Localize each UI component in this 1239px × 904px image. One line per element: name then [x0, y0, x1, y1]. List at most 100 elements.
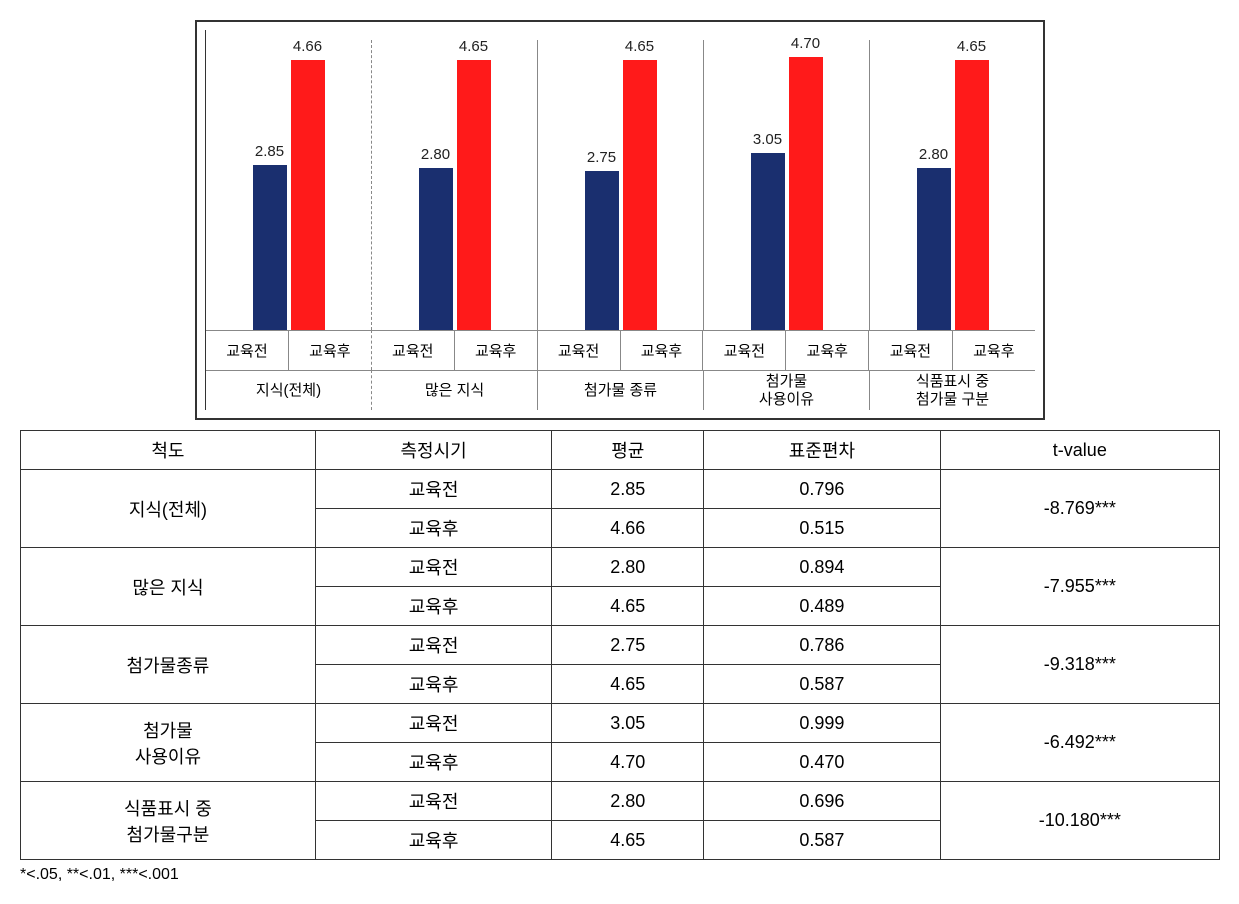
- table-header-cell: 표준편차: [704, 431, 940, 470]
- axis-series-sublabel: 교육후: [621, 330, 704, 370]
- table-cell: 4.66: [552, 509, 704, 548]
- axis-category-label: 식품표시 중첨가물 구분: [870, 370, 1035, 410]
- table-cell: 교육전: [315, 548, 551, 587]
- bar-value-label: 4.65: [625, 38, 654, 55]
- axis-series-sublabel: 교육전: [703, 330, 786, 370]
- table-cell: 2.85: [552, 470, 704, 509]
- bar-before: 2.80: [917, 168, 951, 330]
- bar-value-label: 3.05: [753, 131, 782, 148]
- table-cell: 2.75: [552, 626, 704, 665]
- bar-before: 2.85: [253, 165, 287, 330]
- axis-category-label: 많은 지식: [372, 370, 538, 410]
- axis-series-cell: 교육전교육후: [869, 330, 1035, 370]
- table-cell: 교육후: [315, 587, 551, 626]
- table-cell: 교육전: [315, 626, 551, 665]
- table-cell-tvalue: -7.955***: [940, 548, 1219, 626]
- table-row: 많은 지식교육전2.800.894-7.955***: [21, 548, 1220, 587]
- table-cell: 4.65: [552, 587, 704, 626]
- table-cell: 4.65: [552, 665, 704, 704]
- bar-pair: 2.804.65: [419, 60, 491, 330]
- table-cell: 0.796: [704, 470, 940, 509]
- bar-before: 2.80: [419, 168, 453, 330]
- chart-frame: 2.854.662.804.652.754.653.054.702.804.65…: [205, 30, 1035, 410]
- table-row: 식품표시 중첨가물구분교육전2.800.696-10.180***: [21, 782, 1220, 821]
- axis-series-sublabel: 교육전: [538, 330, 621, 370]
- chart-group: 3.05 4.70: [704, 40, 870, 330]
- table-cell: 4.70: [552, 743, 704, 782]
- axis-series-sublabel: 교육전: [206, 330, 289, 370]
- axis-series-sublabel: 교육후: [786, 330, 869, 370]
- table-cell: 교육후: [315, 509, 551, 548]
- table-cell-tvalue: -10.180***: [940, 782, 1219, 860]
- table-header-cell: 척도: [21, 431, 316, 470]
- chart-axis-row-category: 지식(전체)많은 지식첨가물 종류첨가물사용이유식품표시 중첨가물 구분: [206, 370, 1035, 410]
- bar-pair: 3.05 4.70: [751, 57, 823, 330]
- table-cell: 교육후: [315, 821, 551, 860]
- bar-value-label: 2.75: [587, 149, 616, 166]
- axis-category-label: 지식(전체): [206, 370, 372, 410]
- chart-axis-row-series: 교육전교육후교육전교육후교육전교육후교육전교육후교육전교육후: [206, 330, 1035, 370]
- table-cell: 교육후: [315, 743, 551, 782]
- table-cell: 0.696: [704, 782, 940, 821]
- bar-after: 4.70: [789, 57, 823, 330]
- bar-pair: 2.854.66: [253, 60, 325, 330]
- bar-before: 2.75: [585, 171, 619, 331]
- figure-container: 2.854.662.804.652.754.653.054.702.804.65…: [20, 20, 1220, 884]
- table-cell-tvalue: -6.492***: [940, 704, 1219, 782]
- table-cell-scale: 첨가물종류: [21, 626, 316, 704]
- bar-after: 4.65: [955, 60, 989, 330]
- axis-series-sublabel: 교육후: [455, 330, 538, 370]
- table-cell: 교육전: [315, 782, 551, 821]
- axis-series-cell: 교육전교육후: [206, 330, 372, 370]
- axis-series-sublabel: 교육전: [869, 330, 952, 370]
- table-cell: 0.489: [704, 587, 940, 626]
- table-cell: 0.515: [704, 509, 940, 548]
- axis-series-sublabel: 교육후: [289, 330, 372, 370]
- table-cell: 교육전: [315, 470, 551, 509]
- table-header-cell: 측정시기: [315, 431, 551, 470]
- table-cell: 0.786: [704, 626, 940, 665]
- table-cell-tvalue: -9.318***: [940, 626, 1219, 704]
- axis-series-cell: 교육전교육후: [372, 330, 538, 370]
- table-cell: 0.999: [704, 704, 940, 743]
- bar-value-label: 4.65: [957, 38, 986, 55]
- axis-series-cell: 교육전교육후: [703, 330, 869, 370]
- chart-plot-area: 2.854.662.804.652.754.653.054.702.804.65: [206, 40, 1035, 330]
- table-row: 지식(전체)교육전2.850.796-8.769***: [21, 470, 1220, 509]
- axis-category-label: 첨가물사용이유: [704, 370, 870, 410]
- bar-after: 4.66: [291, 60, 325, 330]
- table-cell: 0.894: [704, 548, 940, 587]
- chart-group: 2.854.66: [206, 40, 372, 330]
- table-cell: 0.587: [704, 821, 940, 860]
- bar-value-label: 4.70: [791, 35, 820, 52]
- table-cell: 교육후: [315, 665, 551, 704]
- table-header-row: 척도측정시기평균표준편차t-value: [21, 431, 1220, 470]
- axis-category-label: 첨가물 종류: [538, 370, 704, 410]
- table-cell: 4.65: [552, 821, 704, 860]
- table-cell-scale: 식품표시 중첨가물구분: [21, 782, 316, 860]
- table-cell: 2.80: [552, 548, 704, 587]
- stats-table: 척도측정시기평균표준편차t-value 지식(전체)교육전2.850.796-8…: [20, 430, 1220, 860]
- table-cell: 3.05: [552, 704, 704, 743]
- bar-value-label: 2.80: [919, 146, 948, 163]
- table-cell-scale: 지식(전체): [21, 470, 316, 548]
- table-header-cell: t-value: [940, 431, 1219, 470]
- chart-outer-frame: 2.854.662.804.652.754.653.054.702.804.65…: [195, 20, 1045, 420]
- bar-value-label: 4.66: [293, 38, 322, 55]
- chart-group: 2.804.65: [870, 40, 1035, 330]
- bar-after: 4.65: [457, 60, 491, 330]
- chart-group: 2.804.65: [372, 40, 538, 330]
- table-cell-tvalue: -8.769***: [940, 470, 1219, 548]
- bar-value-label: 4.65: [459, 38, 488, 55]
- bar-value-label: 2.85: [255, 143, 284, 160]
- bar-pair: 2.804.65: [917, 60, 989, 330]
- table-cell: 0.587: [704, 665, 940, 704]
- table-cell-scale: 첨가물사용이유: [21, 704, 316, 782]
- table-row: 첨가물사용이유교육전3.050.999-6.492***: [21, 704, 1220, 743]
- axis-series-cell: 교육전교육후: [538, 330, 704, 370]
- bar-after: 4.65: [623, 60, 657, 330]
- table-cell: 교육전: [315, 704, 551, 743]
- table-body: 지식(전체)교육전2.850.796-8.769***교육후4.660.515많…: [21, 470, 1220, 860]
- bar-pair: 2.754.65: [585, 60, 657, 330]
- table-cell-scale: 많은 지식: [21, 548, 316, 626]
